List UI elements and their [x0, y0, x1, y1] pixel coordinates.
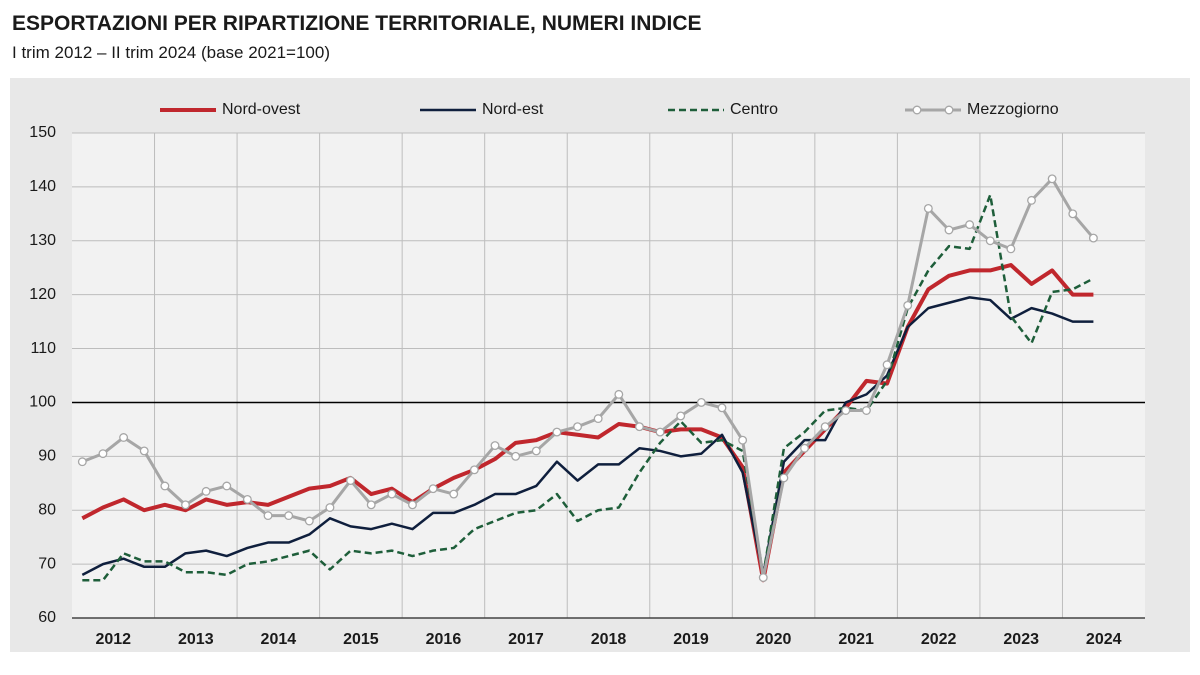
x-tick-label: 2021 — [838, 631, 874, 648]
series-marker — [325, 503, 335, 512]
series-line — [81, 296, 1094, 577]
x-tick-label: 2015 — [343, 631, 379, 648]
plot-area — [72, 133, 1145, 618]
series-marker — [758, 573, 768, 583]
y-tick-label: 80 — [38, 501, 56, 518]
x-tick-label: 2022 — [921, 631, 957, 648]
series-marker — [408, 500, 417, 510]
legend-label: Centro — [730, 101, 778, 118]
x-tick-label: 2024 — [1086, 631, 1122, 648]
x-tick-label: 2017 — [508, 631, 544, 648]
series-marker — [346, 476, 356, 486]
series-marker — [490, 441, 500, 451]
series-marker — [119, 433, 129, 442]
series-line — [82, 193, 1094, 582]
series-marker — [696, 397, 706, 407]
series-marker — [1006, 244, 1016, 254]
series-marker — [449, 489, 459, 499]
series-marker — [965, 220, 975, 230]
x-tick-label: 2019 — [673, 631, 709, 648]
series-marker — [944, 225, 954, 235]
series-marker — [717, 403, 727, 413]
series-marker — [263, 511, 273, 521]
series-marker — [284, 511, 294, 521]
series-marker — [511, 451, 521, 461]
y-tick-label: 140 — [29, 178, 56, 195]
series-marker — [985, 236, 995, 246]
x-tick-label: 2016 — [426, 631, 462, 648]
y-tick-label: 90 — [38, 448, 56, 465]
series-marker — [77, 457, 87, 467]
x-tick-label: 2012 — [95, 631, 131, 648]
x-tick-label: 2013 — [178, 631, 214, 648]
y-tick-label: 150 — [29, 124, 56, 141]
series-marker — [882, 360, 892, 370]
series-marker — [676, 411, 686, 421]
series-marker — [242, 494, 252, 504]
y-tick-label: 100 — [29, 394, 56, 411]
series-marker — [593, 414, 603, 424]
series-marker — [139, 446, 149, 456]
y-tick-label: 110 — [30, 340, 56, 357]
series-marker — [1068, 209, 1078, 219]
series-marker — [160, 481, 170, 491]
series-marker — [820, 422, 830, 432]
series-marker — [841, 406, 851, 415]
series-marker — [304, 516, 314, 526]
series-marker — [614, 389, 624, 399]
series-marker — [1027, 195, 1036, 205]
x-tick-label: 2018 — [591, 631, 627, 648]
y-tick-label: 70 — [38, 555, 56, 572]
legend-label: Mezzogiorno — [967, 101, 1059, 118]
x-tick-label: 2023 — [1003, 631, 1039, 648]
series-marker — [387, 489, 397, 499]
series-marker — [573, 422, 582, 432]
y-tick-label: 60 — [38, 609, 56, 626]
series-marker — [1088, 233, 1098, 243]
legend-label: Nord-est — [482, 101, 544, 118]
x-tick-label: 2014 — [261, 631, 297, 648]
series-marker — [98, 449, 108, 459]
series-marker — [655, 427, 665, 437]
legend-marker — [912, 105, 922, 115]
series-marker — [903, 300, 913, 310]
legend-marker — [944, 105, 954, 115]
series-marker — [428, 484, 438, 494]
series-marker — [201, 486, 211, 496]
series-marker — [800, 443, 809, 453]
x-tick-label: 2020 — [756, 631, 792, 648]
series-marker — [222, 481, 232, 491]
legend-label: Nord-ovest — [222, 101, 301, 118]
series-marker — [738, 435, 748, 445]
y-tick-label: 130 — [29, 232, 56, 249]
y-tick-label: 120 — [29, 286, 56, 303]
series-marker — [861, 406, 871, 415]
series-marker — [635, 422, 644, 432]
series-marker — [181, 500, 190, 510]
series-marker — [469, 465, 479, 475]
series-marker — [779, 473, 789, 483]
chart-subtitle: I trim 2012 – II trim 2024 (base 2021=10… — [12, 43, 330, 62]
series-marker — [366, 500, 376, 510]
chart-title: ESPORTAZIONI PER RIPARTIZIONE TERRITORIA… — [12, 12, 702, 35]
series-marker — [1047, 174, 1057, 184]
series-marker — [552, 427, 562, 437]
series-marker — [923, 203, 933, 213]
series-marker — [531, 446, 541, 456]
